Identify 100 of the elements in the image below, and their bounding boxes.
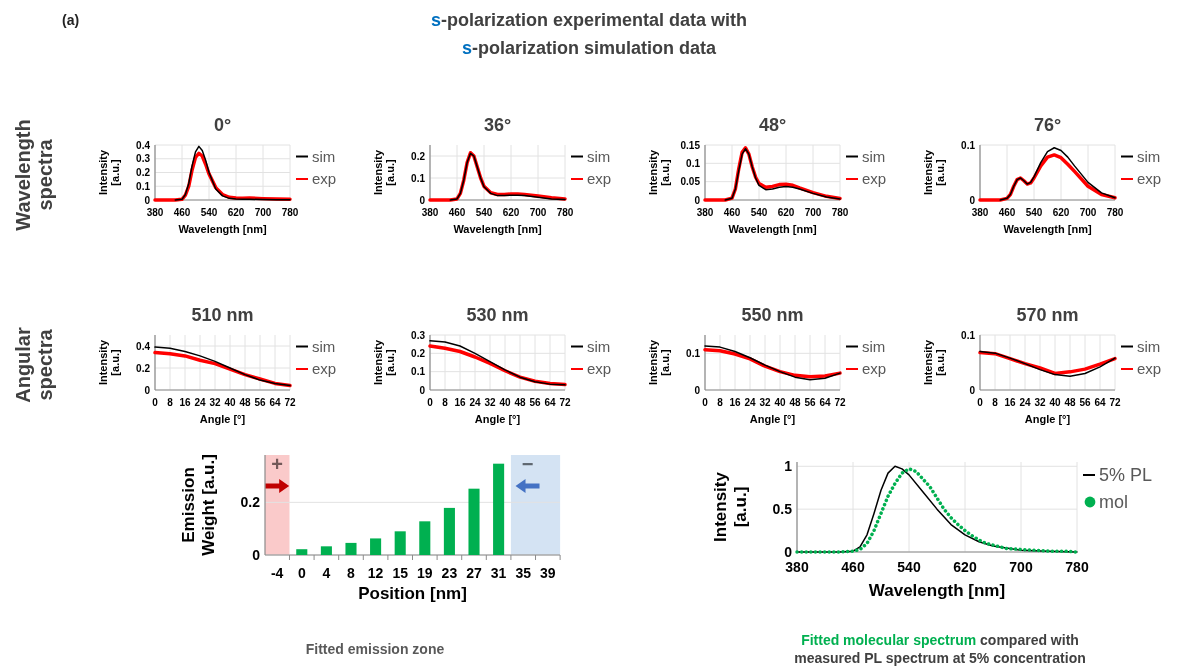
x-tick-label: 48 — [239, 397, 251, 408]
x-tick-label: 780 — [831, 207, 849, 218]
band-label: + — [271, 453, 284, 475]
y-tick-label: 0 — [144, 194, 151, 206]
legend-label: sim — [312, 337, 336, 355]
y-tick-label: 0 — [969, 384, 976, 396]
x-tick-label: 0 — [702, 397, 709, 408]
x-axis-title: Wavelength [nm] — [178, 222, 267, 235]
y-axis-title: Intensity [a.u.] — [646, 339, 672, 386]
x-tick-label: 56 — [529, 397, 541, 408]
y-tick-label: 0.05 — [680, 176, 701, 188]
y-axis-title: Intensity [a.u.] — [711, 471, 750, 542]
x-tick-label: 15 — [392, 565, 409, 581]
x-tick-label: 64 — [819, 397, 831, 408]
y-tick-label: 0 — [694, 194, 701, 206]
legend-label: 5% PL — [1099, 465, 1153, 486]
legend-label: sim — [1137, 147, 1161, 165]
legend-label: exp — [1137, 360, 1162, 378]
x-tick-label: 460 — [173, 207, 191, 218]
legend-label: exp — [1137, 170, 1162, 188]
x-tick-label: 620 — [777, 207, 795, 218]
text: measured PL spectrum at 5% concentration — [794, 650, 1086, 666]
x-tick-label: 700 — [804, 207, 822, 218]
x-tick-label: 48 — [789, 397, 801, 408]
x-tick-label: 8 — [442, 397, 449, 408]
x-tick-label: 8 — [167, 397, 174, 408]
y-tick-label: 0.4 — [136, 340, 151, 352]
x-tick-label: -4 — [270, 565, 284, 581]
x-tick-label: 24 — [194, 397, 206, 408]
x-tick-label: 540 — [475, 207, 493, 218]
y-tick-label: 0.1 — [686, 157, 701, 169]
y-axis-title: Intensity [a.u.] — [96, 339, 122, 386]
legend-label: exp — [587, 170, 612, 188]
x-tick-label: 72 — [834, 397, 846, 408]
y-tick-label: 0.2 — [136, 167, 151, 178]
text: Angular spectra — [12, 327, 56, 403]
x-tick-label: 620 — [953, 559, 977, 575]
x-tick-label: 540 — [1025, 207, 1043, 218]
chart-title: 570 nm — [1016, 305, 1079, 325]
x-tick-label: 40 — [224, 397, 236, 408]
x-tick-label: 72 — [1109, 397, 1121, 408]
chart-title: 530 nm — [466, 305, 529, 325]
x-tick-label: 24 — [1019, 397, 1031, 408]
legend-label: exp — [862, 360, 887, 378]
x-tick-label: 8 — [717, 397, 724, 408]
x-tick-label: 56 — [804, 397, 816, 408]
y-axis-title: Intensity [a.u.] — [921, 339, 947, 386]
x-tick-label: 32 — [759, 397, 771, 408]
x-tick-label: 540 — [897, 559, 921, 575]
x-tick-label: 16 — [1004, 397, 1016, 408]
y-tick-label: 0.2 — [411, 150, 426, 162]
text: (a) — [62, 12, 80, 28]
x-tick-label: 56 — [1079, 397, 1091, 408]
x-tick-label: 4 — [322, 565, 331, 581]
text: s-polarization experimental data with — [430, 10, 748, 30]
x-tick-label: 780 — [281, 207, 299, 218]
y-tick-label: 0.1 — [961, 329, 976, 341]
y-tick-label: 0.3 — [411, 329, 426, 341]
x-tick-label: 380 — [971, 207, 989, 218]
y-tick-label: 0.1 — [961, 139, 976, 151]
y-axis-title: Intensity [a.u.] — [646, 149, 672, 196]
legend-label: sim — [862, 147, 886, 165]
x-axis-title: Wavelength [nm] — [1003, 222, 1092, 235]
legend-label: exp — [862, 170, 887, 188]
x-tick-label: 380 — [421, 207, 439, 218]
legend-label: exp — [587, 360, 612, 378]
y-tick-label: 0.2 — [136, 362, 151, 374]
x-tick-label: 40 — [774, 397, 786, 408]
x-axis-title: Position [nm] — [358, 583, 467, 603]
y-axis-title: Intensity [a.u.] — [371, 149, 397, 196]
legend-label: sim — [587, 337, 611, 355]
x-axis-title: Angle [°] — [749, 412, 796, 425]
y-tick-label: 0.2 — [240, 494, 261, 511]
x-tick-label: 0 — [297, 565, 306, 581]
x-tick-label: 40 — [1049, 397, 1061, 408]
y-axis-title: Intensity [a.u.] — [371, 339, 397, 386]
x-tick-label: 31 — [490, 565, 507, 581]
x-tick-label: 40 — [499, 397, 511, 408]
x-tick-label: 35 — [515, 565, 532, 581]
y-tick-label: 0.4 — [136, 139, 151, 151]
x-tick-label: 540 — [200, 207, 218, 218]
x-tick-label: 620 — [227, 207, 245, 218]
x-tick-label: 64 — [544, 397, 556, 408]
y-axis-title: Emission Weight [a.u.] — [179, 454, 218, 556]
x-tick-label: 700 — [1079, 207, 1097, 218]
y-tick-label: 0 — [144, 384, 151, 396]
y-tick-label: 0.5 — [772, 501, 793, 518]
y-tick-label: 0.1 — [136, 180, 151, 192]
x-tick-label: 780 — [1106, 207, 1124, 218]
x-axis-title: Angle [°] — [1024, 412, 1071, 425]
x-tick-label: 12 — [367, 565, 384, 581]
x-tick-label: 700 — [254, 207, 272, 218]
x-tick-label: 0 — [427, 397, 434, 408]
x-tick-label: 620 — [1052, 207, 1070, 218]
x-tick-label: 380 — [146, 207, 164, 218]
legend-label: exp — [312, 170, 337, 188]
x-tick-label: 32 — [209, 397, 221, 408]
text: Fitted molecular spectrum — [801, 632, 977, 648]
y-tick-label: 0 — [694, 384, 701, 396]
legend-label: sim — [862, 337, 886, 355]
